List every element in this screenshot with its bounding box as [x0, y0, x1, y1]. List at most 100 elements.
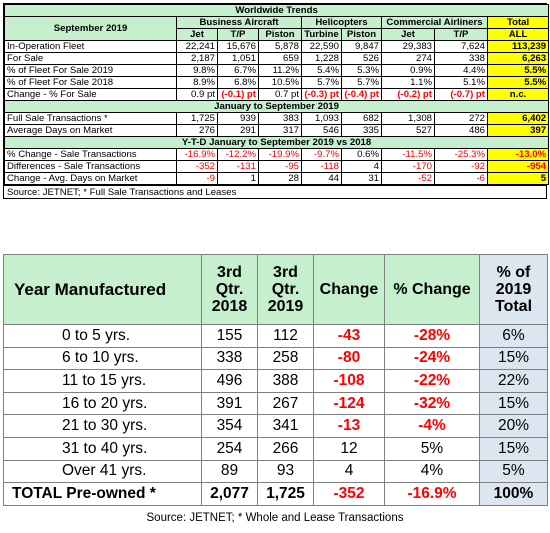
row-label: 0 to 5 yrs. [3, 324, 202, 348]
table-cell: 291 [217, 124, 259, 137]
table-row: % of Fleet For Sale 2018 8.9% 6.8% 10.5% 5.7… [4, 76, 550, 89]
table-row: In-Operation Fleet 22,241 15,676 5,878 22,59… [4, 40, 550, 53]
subheader: Turbine [301, 28, 342, 41]
table-cell: -16.9% [176, 148, 218, 161]
cell-pct-change: -4% [384, 414, 480, 438]
table-cell: (-0.2) pt [381, 88, 435, 101]
cell-change: -352 [313, 482, 385, 506]
table-cell: 28 [258, 172, 302, 185]
cell-q2019: 258 [257, 346, 314, 371]
table-cell: 4 [341, 160, 382, 173]
cell-change: -124 [313, 391, 385, 416]
cell-change: 12 [313, 436, 385, 461]
row-label: Change - % For Sale [4, 88, 177, 101]
table-cell: -118 [301, 160, 342, 173]
table-cell: -25.3% [434, 148, 488, 161]
cell-pct-change: 4% [384, 459, 480, 484]
table-cell: 682 [341, 112, 382, 125]
table-cell: 5.7% [341, 76, 382, 89]
table-cell: 1,308 [381, 112, 435, 125]
cell-q2019: 112 [257, 324, 314, 348]
table-cell: 527 [381, 124, 435, 137]
total-cell: 6,263 [486, 52, 550, 65]
table-row: Change - Avg. Days on Market -9 1 28 44 31 -52… [4, 172, 550, 185]
table-cell: -131 [217, 160, 259, 173]
cell-q2018: 391 [201, 391, 258, 416]
header-q3-2018-text: 3rd Qtr. 2018 [211, 264, 248, 315]
row-label: 21 to 30 yrs. [3, 414, 202, 438]
year-manufactured-table: Year Manufactured 3rd Qtr. 2018 3rd Qtr.… [3, 254, 548, 524]
total-cell: 5.5% [486, 64, 550, 77]
table-cell: 8.9% [176, 76, 218, 89]
table-cell: 15,676 [217, 40, 259, 53]
cell-change: -108 [313, 369, 385, 393]
header-pct-of-total: % of 2019 Total [479, 254, 548, 325]
table-cell: 0.9 pt [176, 88, 218, 101]
subheader: Jet [381, 28, 435, 41]
table-cell: 546 [301, 124, 342, 137]
cell-q2018: 2,077 [201, 482, 258, 506]
total-cell: -954 [486, 160, 550, 173]
cell-share: 20% [479, 414, 548, 438]
table-cell: 6.8% [217, 76, 259, 89]
cell-pct-change: -24% [384, 346, 480, 371]
table-cell: 276 [176, 124, 218, 137]
table-cell: 29,383 [381, 40, 435, 53]
table-cell: -9.7% [301, 148, 342, 161]
section-title-ytd-period: January to September 2019 [3, 100, 550, 113]
table-cell: 5.1% [434, 76, 488, 89]
cell-q2019: 388 [257, 369, 314, 393]
table-row: 11 to 15 yrs. 496 388 -108 -22% 22% [3, 369, 548, 393]
group-total: Total [486, 16, 550, 29]
table-cell: 7,624 [434, 40, 488, 53]
cell-q2018: 338 [201, 346, 258, 371]
table-cell: 338 [434, 52, 488, 65]
row-label: Over 41 yrs. [3, 459, 202, 484]
cell-change: 4 [313, 459, 385, 484]
subheader: T/P [217, 28, 259, 41]
table-cell: 272 [434, 112, 488, 125]
cell-q2019: 266 [257, 436, 314, 461]
table-cell: -92 [434, 160, 488, 173]
section-title-ytd-comparison: Y-T-D January to September 2019 vs 2018 [3, 136, 550, 149]
cell-q2018: 354 [201, 414, 258, 438]
cell-q2019: 267 [257, 391, 314, 416]
year-manufactured-grid: Year Manufactured 3rd Qtr. 2018 3rd Qtr.… [3, 254, 548, 506]
cell-q2018: 496 [201, 369, 258, 393]
row-label: 6 to 10 yrs. [3, 346, 202, 371]
row-label: For Sale [4, 52, 177, 65]
cell-pct-change: 5% [384, 436, 480, 461]
table-cell: 10.5% [258, 76, 302, 89]
subheader: Piston [258, 28, 302, 41]
table-cell: 0.9% [381, 64, 435, 77]
table-cell: 5,878 [258, 40, 302, 53]
cell-q2018: 89 [201, 459, 258, 484]
cell-share: 100% [479, 482, 548, 506]
table-cell: 1.1% [381, 76, 435, 89]
cell-pct-change: -28% [384, 324, 480, 348]
subheader: ALL [486, 28, 550, 41]
row-label: % of Fleet For Sale 2018 [4, 76, 177, 89]
table-cell: (-0.7) pt [434, 88, 488, 101]
cell-q2018: 155 [201, 324, 258, 348]
cell-share: 15% [479, 436, 548, 461]
table-cell: 5.7% [301, 76, 342, 89]
table-cell: (-0.4) pt [341, 88, 382, 101]
table-cell: 22,241 [176, 40, 218, 53]
row-label: Full Sale Transactions * [4, 112, 177, 125]
total-cell: 6,402 [486, 112, 550, 125]
subheader: T/P [434, 28, 488, 41]
cell-change: -80 [313, 346, 385, 371]
table-cell: 5.4% [301, 64, 342, 77]
table-cell: -11.5% [381, 148, 435, 161]
header-pct-of-total-text: % of 2019 Total [494, 264, 533, 315]
row-label: Change - Avg. Days on Market [4, 172, 177, 185]
table-cell: 44 [301, 172, 342, 185]
row-label: 16 to 20 yrs. [3, 391, 202, 416]
bottom-source-note: Source: JETNET; * Whole and Lease Transa… [146, 511, 404, 524]
table-cell: (-0.3) pt [301, 88, 342, 101]
header-pct-change: % Change [384, 254, 480, 325]
total-cell: n.c. [486, 88, 550, 101]
table-cell: -170 [381, 160, 435, 173]
table-cell: -19.9% [258, 148, 302, 161]
